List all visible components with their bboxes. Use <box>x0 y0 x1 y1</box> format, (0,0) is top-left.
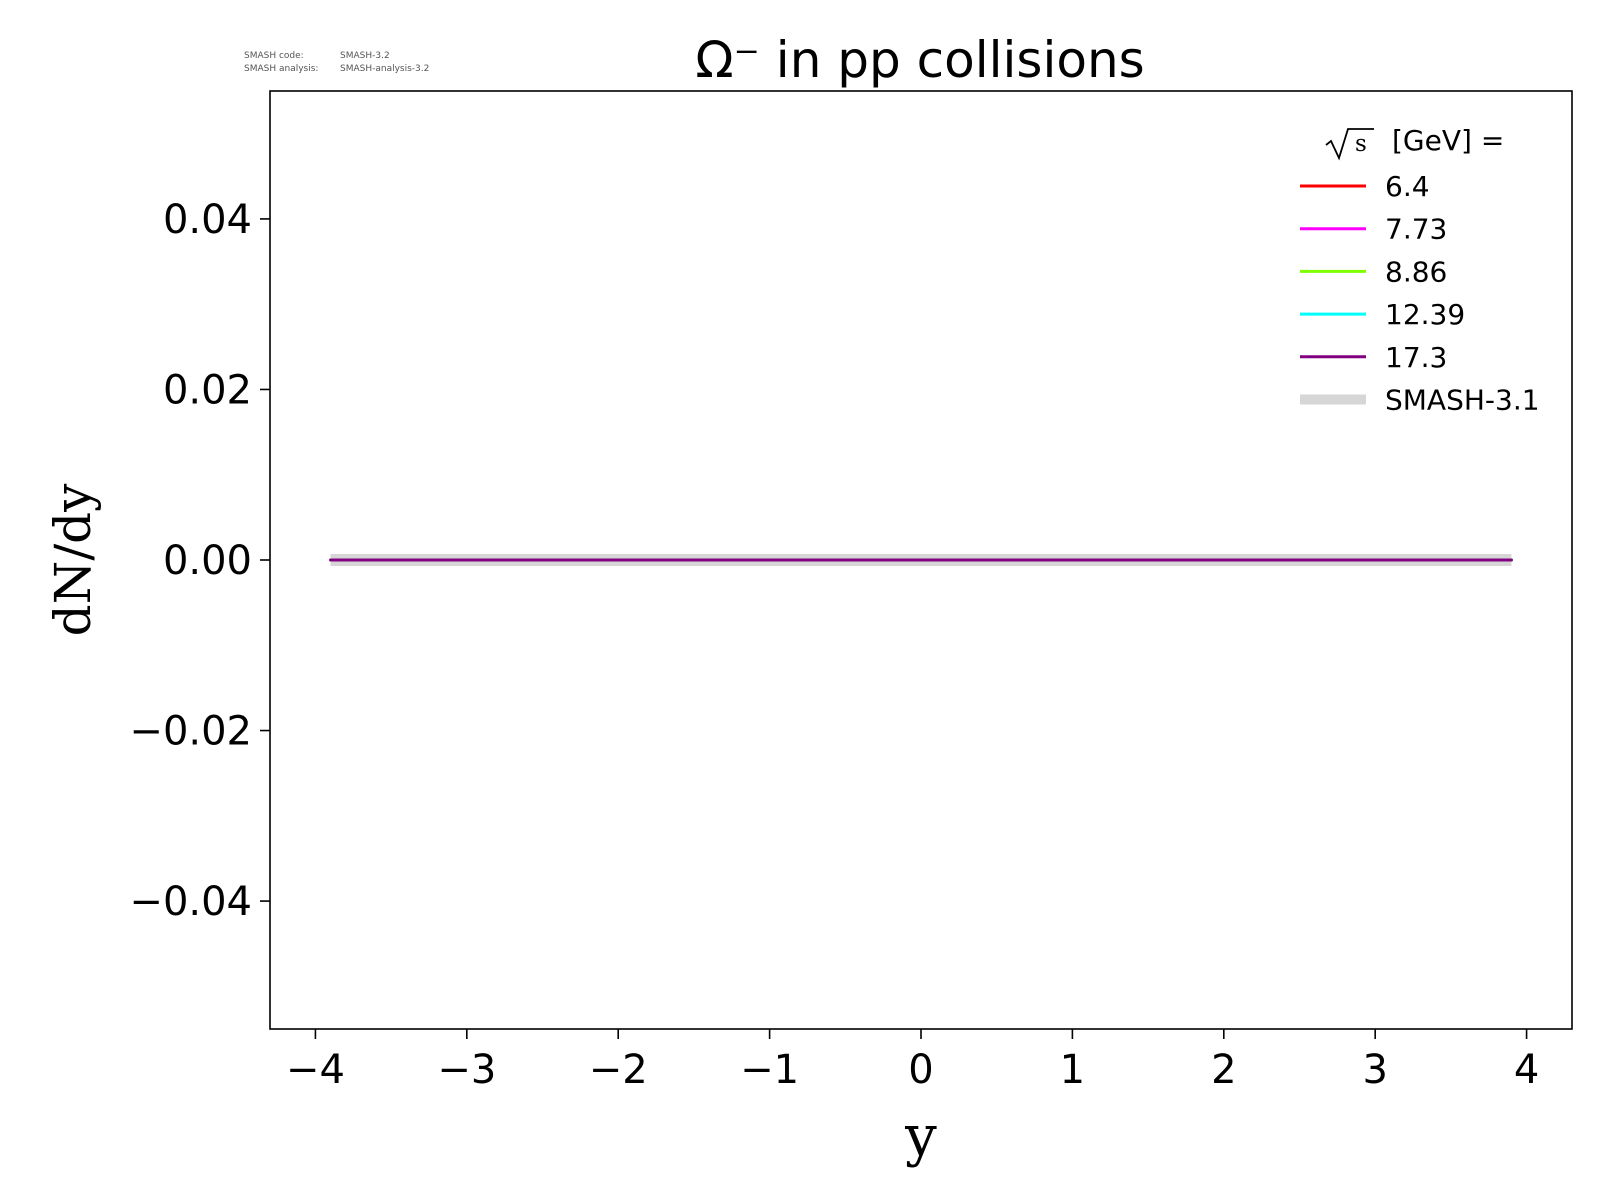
version-analysis-label: SMASH analysis: <box>244 64 318 74</box>
legend-title-text: [GeV] = <box>1392 124 1504 157</box>
version-code-label: SMASH code: <box>244 51 304 61</box>
legend-title-sqrt-arg: s <box>1355 131 1367 157</box>
sqrt-symbol-icon <box>1325 128 1374 161</box>
x-tick-label: 3 <box>1362 1047 1387 1093</box>
y-tick-label: 0.02 <box>163 367 252 413</box>
x-tick-label: 4 <box>1514 1047 1539 1093</box>
x-axis: −4 −3 −2 −1 0 1 2 3 4 <box>286 1029 1539 1093</box>
y-axis-label: dN/dy <box>44 483 102 637</box>
x-tick-label: −1 <box>740 1047 799 1093</box>
legend-label: 17.3 <box>1385 341 1447 374</box>
legend-label: 7.73 <box>1385 213 1447 246</box>
y-tick-label: 0.00 <box>163 538 252 584</box>
chart-title: Ω⁻ in pp collisions <box>695 31 1144 89</box>
version-code-value: SMASH-3.2 <box>340 51 390 61</box>
x-tick-label: −3 <box>437 1047 496 1093</box>
x-tick-label: 0 <box>908 1047 933 1093</box>
y-axis: −0.04 −0.02 0.00 0.02 0.04 <box>129 197 270 925</box>
legend-title: s [GeV] = <box>1325 124 1504 161</box>
x-tick-label: 1 <box>1060 1047 1085 1093</box>
legend-label: 6.4 <box>1385 170 1430 203</box>
legend-label: SMASH-3.1 <box>1385 384 1540 417</box>
x-tick-label: 2 <box>1211 1047 1236 1093</box>
legend-label: 12.39 <box>1385 298 1465 331</box>
x-axis-label: y <box>904 1104 937 1169</box>
x-tick-label: −2 <box>589 1047 648 1093</box>
version-note: SMASH code: SMASH-3.2 SMASH analysis: SM… <box>244 51 429 74</box>
y-tick-label: −0.02 <box>129 709 252 755</box>
x-tick-label: −4 <box>286 1047 345 1093</box>
legend-label: 8.86 <box>1385 255 1447 288</box>
legend: s [GeV] = 6.4 7.73 8.86 12.39 17.3 SMASH-3.1 <box>1300 124 1540 417</box>
y-tick-label: −0.04 <box>129 879 252 925</box>
version-analysis-value: SMASH-analysis-3.2 <box>340 64 429 74</box>
y-tick-label: 0.04 <box>163 197 252 243</box>
legend-entries: 6.4 7.73 8.86 12.39 17.3 SMASH-3.1 <box>1300 170 1540 417</box>
